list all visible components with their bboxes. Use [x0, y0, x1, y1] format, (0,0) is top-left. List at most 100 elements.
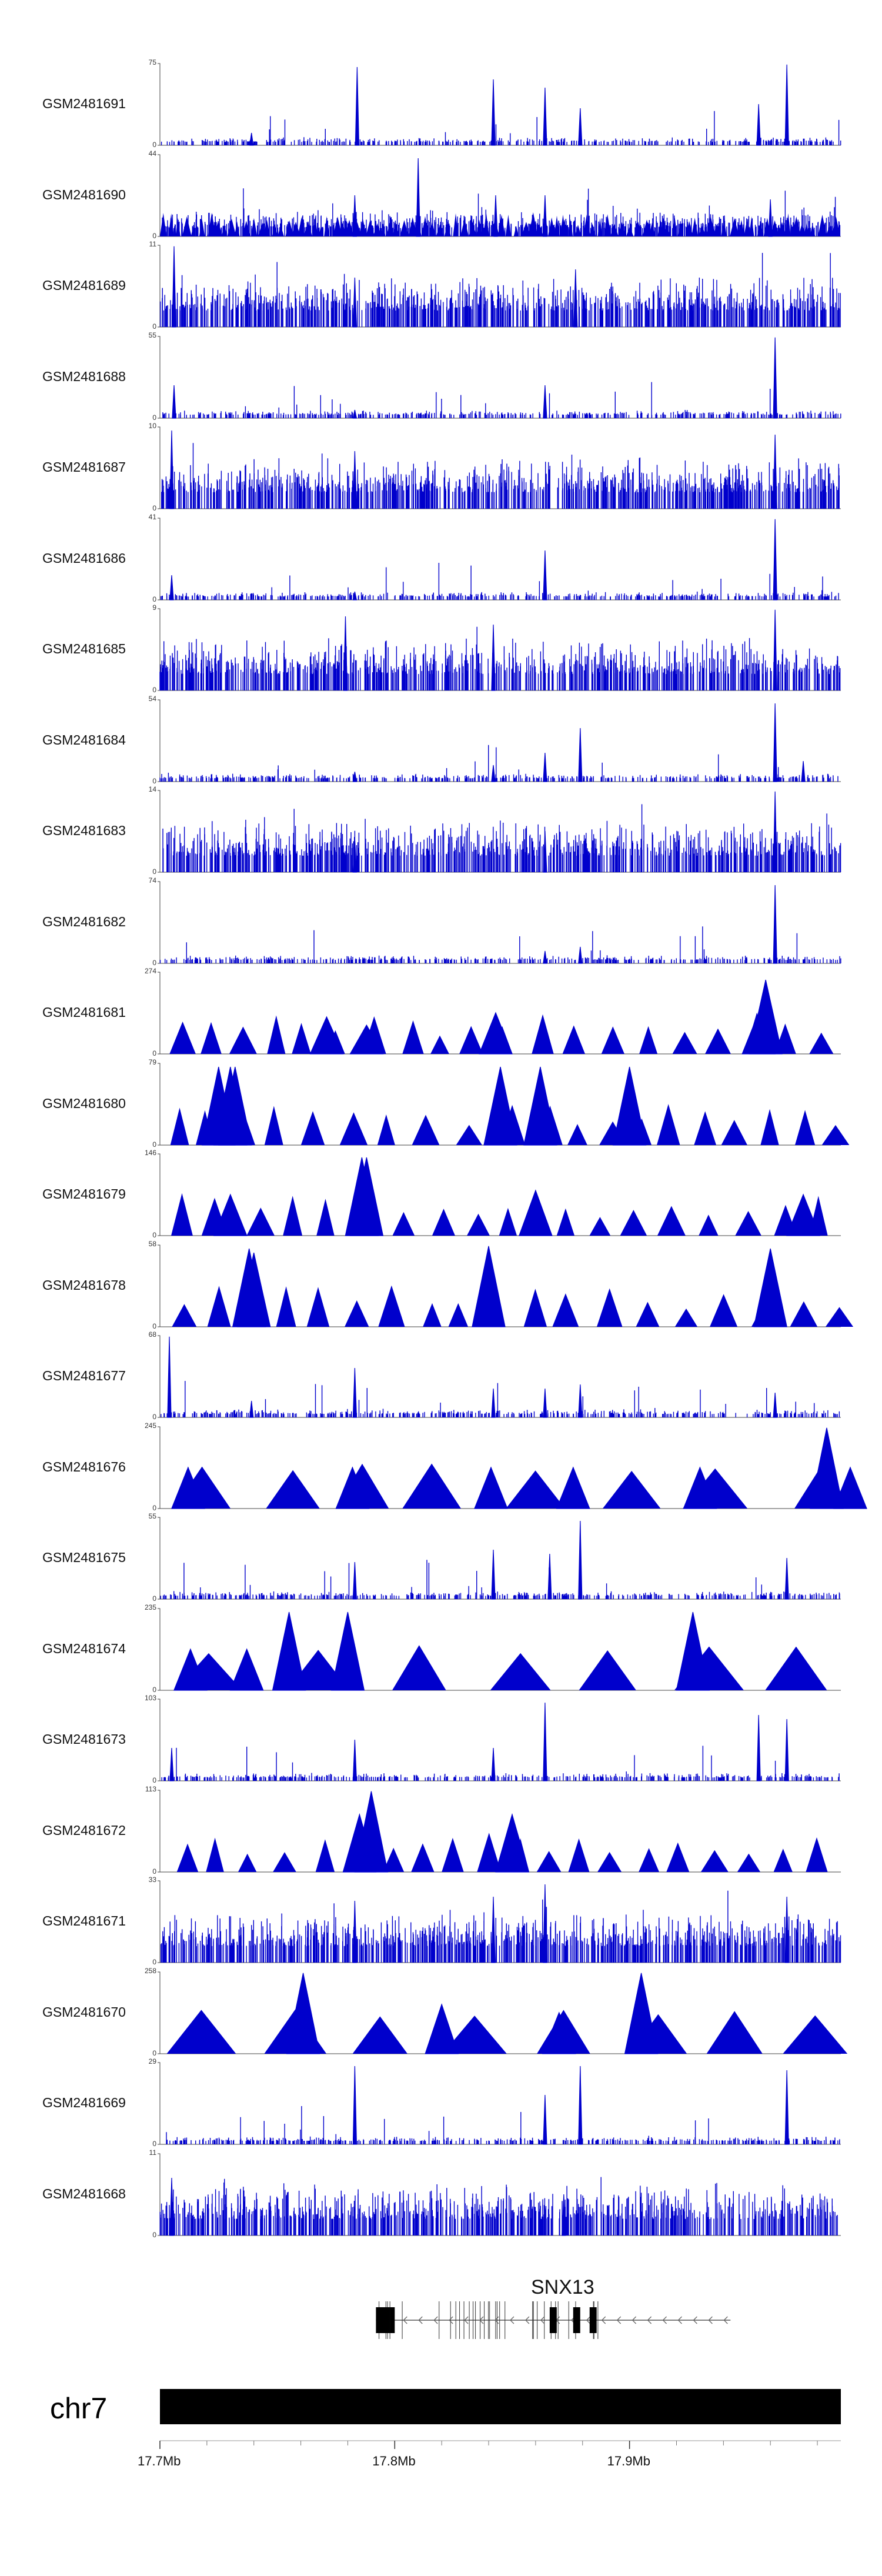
- coverage-plot: [158, 154, 841, 237]
- y-max-label: 245: [144, 1421, 156, 1430]
- peak-mark: [491, 624, 496, 691]
- track-GSM2481686: GSM2481686 41 0: [0, 513, 882, 603]
- track-GSM2481677: GSM2481677 68 0: [0, 1330, 882, 1421]
- track-label: GSM2481677: [42, 1368, 126, 1383]
- track-axis: [158, 2062, 841, 2145]
- peak-mark: [573, 269, 578, 328]
- y-min-label: 0: [152, 1503, 156, 1512]
- peak-mark: [578, 1520, 583, 1600]
- peak-mark: [474, 1466, 508, 1509]
- track-label: GSM2481681: [42, 1005, 126, 1020]
- peak-mark: [543, 950, 547, 964]
- strand-chevron: [601, 2316, 606, 2324]
- y-min-label: 0: [152, 1413, 156, 1421]
- tick-label: 17.7Mb: [138, 2454, 181, 2468]
- track-GSM2481679: GSM2481679 146 0: [0, 1149, 882, 1239]
- track-label: GSM2481675: [42, 1550, 126, 1565]
- peak-mark: [784, 1719, 789, 1781]
- peak-mark: [768, 199, 773, 237]
- peak-mark: [491, 765, 496, 782]
- coverage-plot: [158, 1790, 841, 1873]
- peak-mark: [472, 1246, 506, 1327]
- peak-mark: [749, 979, 783, 1055]
- peak-mark: [562, 2194, 566, 2236]
- peak-mark: [543, 1702, 547, 1781]
- track-axis: [158, 699, 841, 782]
- peak-mark: [784, 2070, 789, 2145]
- peak-mark: [578, 728, 583, 782]
- gene-label: SNX13: [531, 2276, 594, 2298]
- coverage-plot: [158, 1517, 841, 1600]
- y-max-label: 235: [144, 1603, 156, 1611]
- peak-mark: [543, 2094, 547, 2145]
- exon-block: [573, 2307, 580, 2333]
- track-label: GSM2481676: [42, 1459, 126, 1474]
- coverage-bars: [166, 2106, 840, 2144]
- ideogram: [159, 2389, 841, 2449]
- track-label: GSM2481679: [42, 1186, 126, 1202]
- y-max-label: 14: [148, 785, 156, 793]
- peak-mark: [784, 1557, 789, 1600]
- peak-mark: [753, 1248, 787, 1327]
- strand-chevron: [464, 2316, 469, 2324]
- coverage-bars: [159, 2177, 838, 2235]
- track-GSM2481675: GSM2481675 55 0: [0, 1512, 882, 1603]
- peak-mark: [169, 430, 174, 509]
- peak-mark: [543, 87, 547, 146]
- coverage-plot: [158, 63, 841, 146]
- track-axis: [158, 608, 841, 691]
- track-GSM2481669: GSM2481669 29 0: [0, 2057, 882, 2148]
- strand-chevron: [693, 2316, 697, 2324]
- coverage-bars: [159, 745, 838, 782]
- strand-chevron: [403, 2316, 407, 2324]
- peak-mark: [491, 79, 496, 146]
- peak-mark: [547, 1553, 552, 1600]
- track-label: GSM2481688: [42, 368, 126, 384]
- peak-mark: [169, 2177, 174, 2236]
- peak-mark: [523, 1066, 557, 1146]
- track-axis: [158, 1517, 841, 1600]
- y-max-label: 11: [149, 2148, 156, 2157]
- track-GSM2481690: GSM2481690 44 0: [0, 149, 882, 240]
- coverage-plot: [158, 1063, 850, 1146]
- peak-mark: [784, 64, 789, 146]
- y-min-label: 0: [152, 776, 156, 785]
- track-GSM2481681: GSM2481681 274 0: [0, 967, 882, 1057]
- track-GSM2481668: GSM2481668 11 0: [0, 2148, 882, 2239]
- peak-mark: [349, 1024, 384, 1055]
- peak-mark: [425, 2003, 459, 2054]
- coverage-plot: [158, 1426, 867, 1509]
- coverage-bars: [159, 926, 841, 963]
- peak-mark: [784, 1896, 789, 1963]
- peak-mark: [578, 1384, 583, 1418]
- y-min-label: 0: [152, 1958, 156, 1966]
- peak-mark: [352, 277, 358, 328]
- peak-mark: [330, 1611, 365, 1691]
- peak-mark: [286, 1973, 320, 2054]
- peak-mark: [556, 1466, 590, 1509]
- track-axis: [158, 881, 841, 963]
- y-min-label: 0: [152, 504, 156, 512]
- peak-mark: [543, 752, 547, 782]
- exon-block: [589, 2307, 597, 2333]
- track-label: GSM2481685: [42, 641, 126, 656]
- strand-chevron: [647, 2316, 652, 2324]
- track-GSM2481680: GSM2481680 79 0: [0, 1058, 882, 1149]
- coverage-plot: [158, 699, 841, 782]
- peak-mark: [810, 1427, 844, 1509]
- track-GSM2481674: GSM2481674 235 0: [0, 1603, 882, 1694]
- peak-mark: [342, 1813, 377, 1873]
- peak-mark: [578, 108, 583, 146]
- peak-mark: [352, 1900, 358, 1963]
- peak-mark: [543, 550, 547, 600]
- peak-mark: [773, 519, 777, 600]
- peak-mark: [172, 385, 176, 419]
- y-min-label: 0: [152, 322, 156, 331]
- peak-mark: [352, 1739, 358, 1781]
- peak-mark: [249, 1400, 254, 1418]
- strand-chevron: [418, 2316, 423, 2324]
- track-axis: [158, 336, 841, 418]
- peak-mark: [542, 2011, 576, 2054]
- peak-mark: [483, 1066, 517, 1146]
